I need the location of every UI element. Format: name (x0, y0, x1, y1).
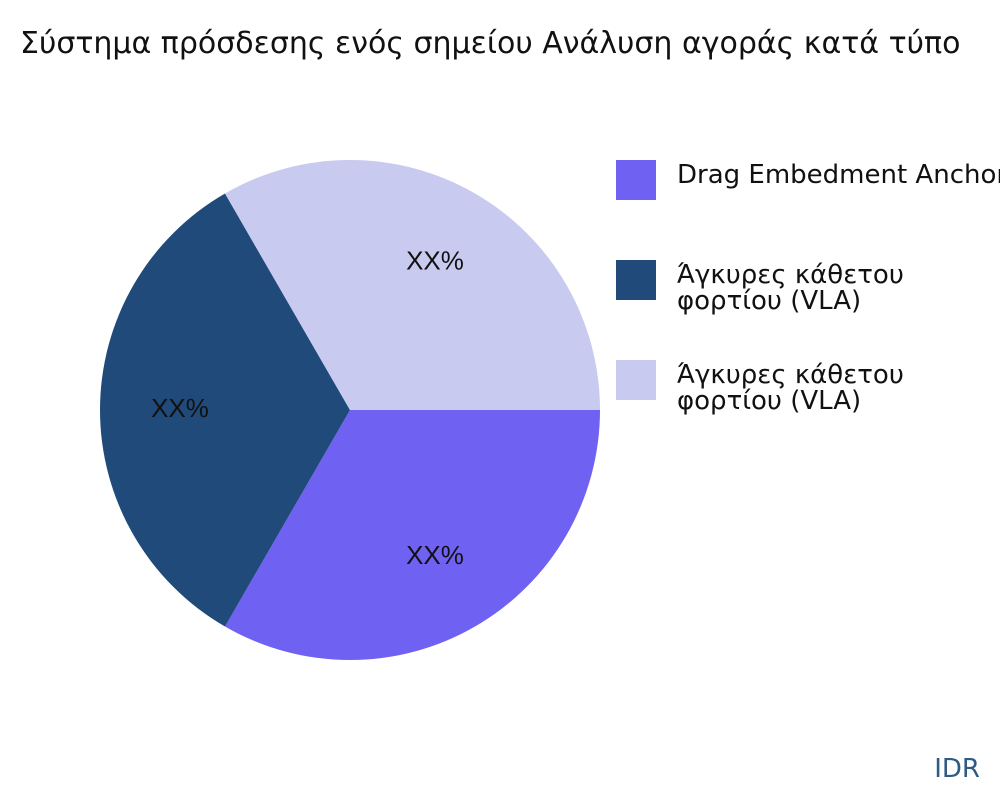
legend-item: Άγκυρες κάθετου φορτίου (VLA) (616, 360, 1000, 460)
source: IDR (934, 754, 980, 784)
legend-swatch (616, 160, 656, 200)
pie-slice (225, 410, 600, 660)
data-label: XX% (406, 246, 464, 276)
legend-label: Drag Embedment Anchors (677, 160, 1000, 190)
legend-swatch (616, 260, 656, 300)
chart-title: Σύστημα πρόσδεσης ενός σημείου Ανάλυση α… (20, 26, 961, 61)
data-label: XX% (151, 393, 209, 423)
data-label: XX% (406, 540, 464, 570)
legend-item: Drag Embedment Anchors (616, 160, 1000, 260)
legend: Drag Embedment Anchors Άγκυρες κάθετου φο… (616, 160, 1000, 460)
legend-swatch (616, 360, 656, 400)
legend-label: Άγκυρες κάθετου φορτίου (VLA) (677, 360, 904, 416)
legend-item: Άγκυρες κάθετου φορτίου (VLA) (616, 260, 1000, 360)
pie-slice (225, 160, 600, 410)
legend-label: Άγκυρες κάθετου φορτίου (VLA) (677, 260, 904, 316)
